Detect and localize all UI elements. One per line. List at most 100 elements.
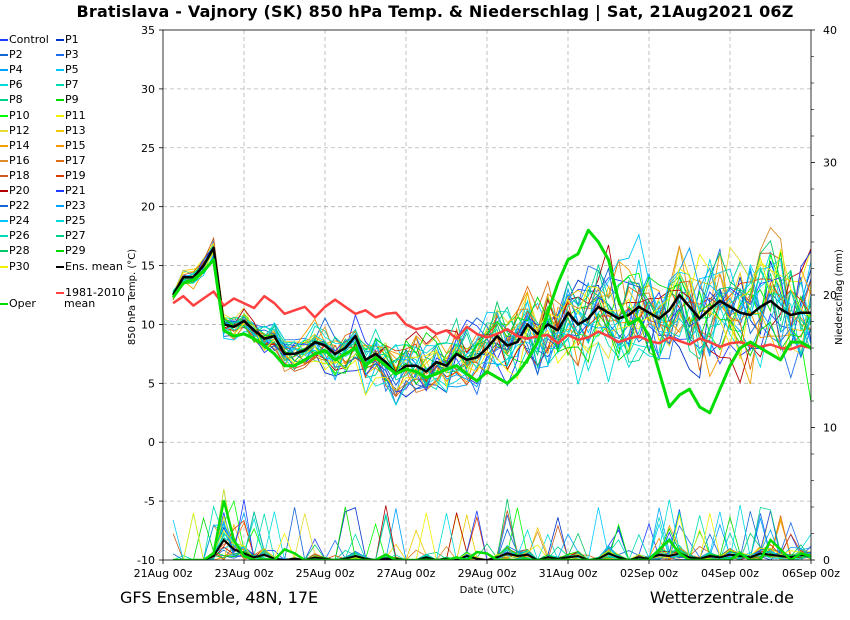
legend-label: P8 [9,93,23,107]
x-tick-label: 27Aug 00z [377,567,436,580]
legend-swatch [0,220,8,223]
precip-mean-line [173,538,811,560]
legend-label: P3 [65,48,79,62]
x-tick-label: 23Aug 00z [215,567,274,580]
legend-item: P28 [0,244,30,258]
legend-label: P7 [65,78,79,92]
legend-swatch [0,84,8,87]
legend-item: P18 [0,169,30,183]
legend-item: P3 [56,48,79,62]
y-tick-label: 25 [141,142,155,155]
legend-label: P14 [9,138,30,152]
legend-item: P6 [0,78,23,92]
legend-label: P30 [9,259,30,273]
member-line [172,236,811,398]
legend-item-ens-mean: Ens. mean [56,260,123,274]
legend-item: P14 [0,139,30,153]
y2-tick-label: 40 [823,24,837,37]
legend-swatch [56,265,64,268]
legend-item: P24 [0,214,30,228]
legend-item: P13 [56,124,86,138]
legend-label: P5 [65,63,79,77]
legend-item: P11 [56,109,86,123]
legend-swatch [56,292,64,294]
legend-item: P19 [56,169,86,183]
legend-label: P16 [9,153,30,167]
x-tick-label: 06Sep 00z [782,567,840,580]
legend-item: P8 [0,93,23,107]
legend-swatch [56,54,64,57]
y2-tick-label: 20 [823,289,837,302]
legend-swatch [0,54,8,57]
member-line [172,239,811,377]
legend-label: Control [9,33,49,46]
ens-mean-line [172,246,811,376]
legend-swatch [0,250,8,253]
plot-frame [162,29,812,561]
legend-swatch [56,99,64,102]
member-precip-line [173,504,811,560]
legend-label: 1981-2010 [65,286,125,299]
legend-swatch [56,235,64,238]
x-axis-ticks: 21Aug 00z 23Aug 00z 25Aug 00z 27Aug 00z 29Au… [134,560,840,580]
grid [163,30,811,560]
legend-swatch [56,190,64,192]
legend-swatch [56,250,64,253]
legend-item: P10 [0,109,30,123]
legend-item-climatology-mean: mean [64,297,95,311]
y2-axis-ticks: 40 30 20 10 0 [811,24,837,567]
x-tick-label: 21Aug 00z [134,567,193,580]
legend-swatch [0,205,8,208]
precipitation-lines [172,489,811,560]
legend-swatch [56,69,64,72]
member-precip-line [173,489,811,560]
ensemble-members [172,226,811,406]
legend-label: P21 [65,184,86,197]
y-tick-label: -10 [137,554,155,567]
legend-swatch [56,114,64,117]
legend-item: P7 [56,78,79,92]
x-tick-label: 04Sep 00z [701,567,759,580]
legend-label: Oper [9,297,36,310]
legend-item: P16 [0,154,30,168]
legend-swatch [56,129,64,132]
legend-label: P10 [9,108,30,122]
member-line [172,245,811,388]
legend-swatch [56,174,64,177]
legend-label: P23 [65,199,86,213]
legend-swatch [56,144,64,147]
legend-label: P25 [65,214,86,228]
legend-item: P20 [0,184,30,198]
legend-item-climatology: 1981-2010 [56,286,125,300]
y-tick-label: 10 [141,318,155,331]
legend-swatch [0,99,8,102]
legend-label: P9 [65,93,79,107]
x-axis-label: Date (UTC) [460,585,515,596]
legend-item: P17 [56,154,86,168]
precip-oper-line [173,500,811,560]
legend-item: P4 [0,63,23,77]
x-tick-label: 31Aug 00z [539,567,598,580]
legend-swatch [56,159,64,162]
legend-item-oper: Oper [0,297,36,311]
legend-label: P1 [65,33,79,46]
legend-swatch [0,265,8,268]
legend-label: P6 [9,78,23,92]
legend-label: P27 [65,229,86,243]
legend-swatch [0,303,8,305]
x-tick-label: 02Sep 00z [620,567,678,580]
legend-swatch [0,190,8,192]
legend-label: mean [64,297,96,310]
legend-label: P29 [65,244,86,258]
member-line [172,226,811,393]
legend-item: P2 [0,48,23,62]
legend-item: P27 [56,229,86,243]
legend-label: P12 [9,123,30,137]
legend-item: P22 [0,199,30,213]
climatology-mean-line [172,290,811,351]
legend-swatch [56,39,64,41]
legend-swatch [56,84,64,87]
y2-tick-label: 10 [823,422,837,435]
chart-title: Bratislava - Vajnory (SK) 850 hPa Temp. … [76,2,794,21]
legend-label: P24 [9,214,30,228]
